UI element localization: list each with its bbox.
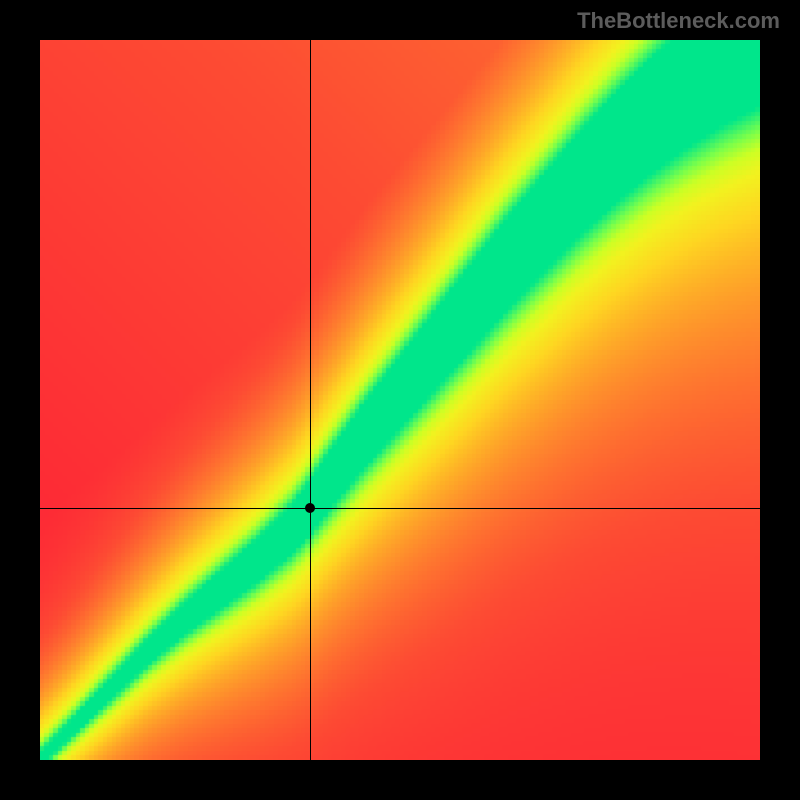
watermark-text: TheBottleneck.com bbox=[577, 8, 780, 34]
plot-area bbox=[40, 40, 760, 760]
data-point-marker bbox=[305, 503, 315, 513]
heatmap-canvas bbox=[40, 40, 760, 760]
crosshair-horizontal bbox=[40, 508, 760, 509]
crosshair-vertical bbox=[310, 40, 311, 760]
